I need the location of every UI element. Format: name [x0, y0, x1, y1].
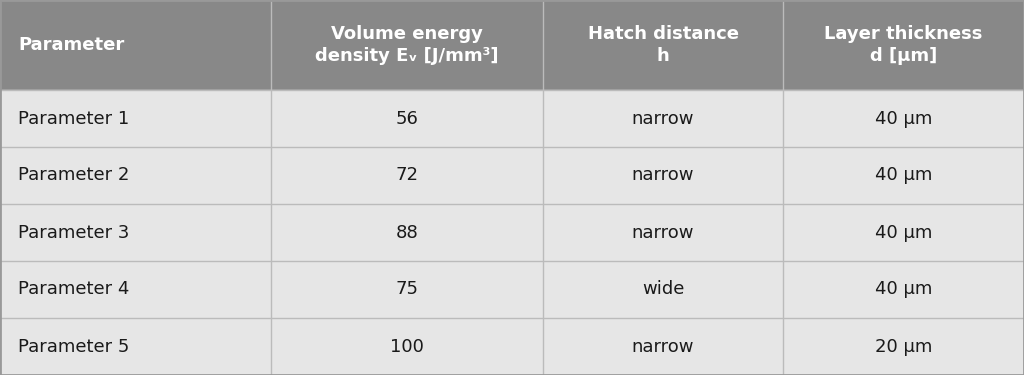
Text: 20 µm: 20 µm	[874, 338, 933, 356]
Text: Volume energy
density Eᵥ [J/mm³]: Volume energy density Eᵥ [J/mm³]	[315, 24, 499, 66]
Text: narrow: narrow	[632, 338, 694, 356]
Text: Parameter 3: Parameter 3	[18, 224, 129, 242]
Text: 72: 72	[395, 166, 419, 184]
Text: Parameter 5: Parameter 5	[18, 338, 129, 356]
Text: 75: 75	[395, 280, 419, 298]
Bar	[0, 204, 1024, 261]
Text: 56: 56	[395, 110, 419, 128]
Text: 40 µm: 40 µm	[874, 280, 933, 298]
Text: narrow: narrow	[632, 224, 694, 242]
Text: 88: 88	[395, 224, 419, 242]
Bar	[0, 90, 1024, 147]
Text: narrow: narrow	[632, 166, 694, 184]
Text: Layer thickness
d [µm]: Layer thickness d [µm]	[824, 24, 983, 66]
Bar	[0, 318, 1024, 375]
Bar	[0, 0, 1024, 90]
Text: 40 µm: 40 µm	[874, 110, 933, 128]
Text: narrow: narrow	[632, 110, 694, 128]
Bar	[0, 261, 1024, 318]
Text: 100: 100	[390, 338, 424, 356]
Text: Parameter 1: Parameter 1	[18, 110, 129, 128]
Bar	[0, 147, 1024, 204]
Text: Hatch distance
h: Hatch distance h	[588, 24, 738, 66]
Text: Parameter: Parameter	[18, 36, 124, 54]
Text: Parameter 2: Parameter 2	[18, 166, 129, 184]
Text: wide: wide	[642, 280, 684, 298]
Text: 40 µm: 40 µm	[874, 166, 933, 184]
Text: Parameter 4: Parameter 4	[18, 280, 129, 298]
Text: 40 µm: 40 µm	[874, 224, 933, 242]
